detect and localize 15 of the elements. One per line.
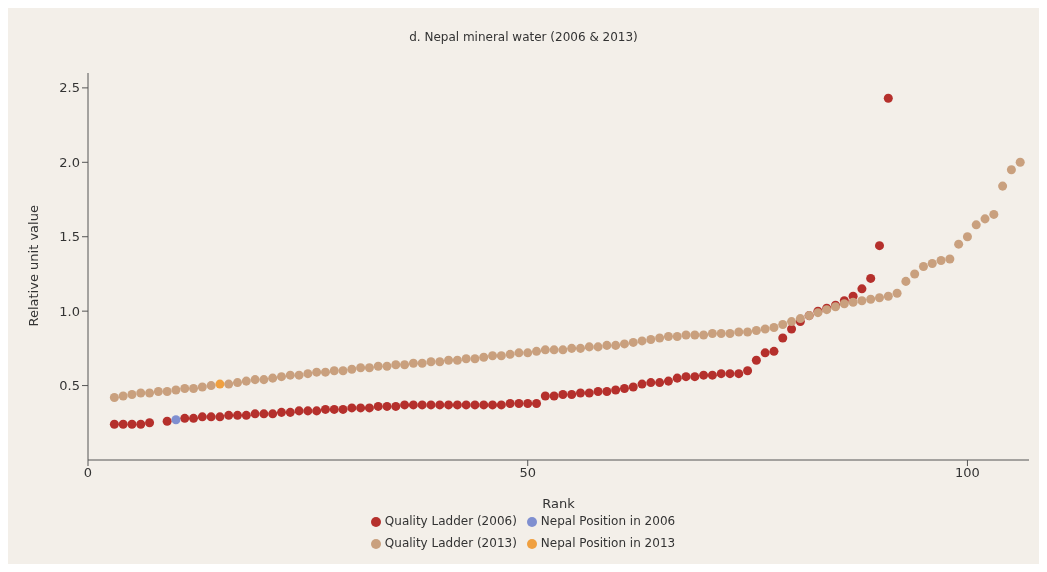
- x-tick-label: 100: [955, 465, 980, 481]
- legend-label: Quality Ladder (2006): [384, 514, 517, 528]
- y-tick-label: 1.5: [59, 229, 80, 245]
- chart-title: d. Nepal mineral water (2006 & 2013): [408, 30, 639, 44]
- y-axis-title: Relative unit value: [25, 205, 41, 327]
- y-tick-label: 2.0: [59, 154, 80, 170]
- y-tick-label: 2.5: [59, 80, 80, 96]
- x-tick-label: 0: [83, 465, 93, 481]
- y-tick-label: 1.0: [59, 303, 80, 319]
- x-tick-label: 50: [519, 465, 536, 481]
- legend-label: Quality Ladder (2013): [384, 536, 517, 550]
- legend-label: Nepal Position in 2006: [540, 514, 676, 528]
- x-axis-title: Rank: [542, 496, 576, 511]
- legend-label: Nepal Position in 2013: [540, 536, 676, 550]
- y-tick-label: 0.5: [59, 378, 80, 394]
